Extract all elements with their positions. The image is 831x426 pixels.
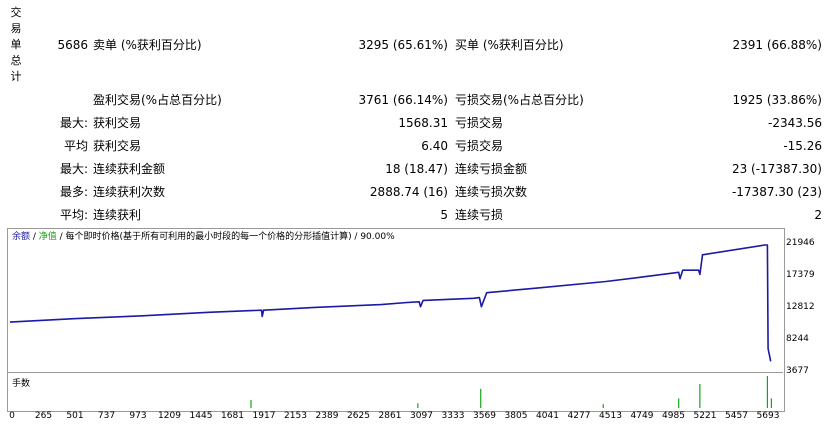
row-left-label: 连续获利 (93, 208, 142, 222)
x-tick-label: 3333 (441, 411, 465, 421)
y-tick-label: 12812 (786, 301, 815, 312)
x-tick-label: 0 (9, 411, 15, 421)
x-tick-label: 4277 (567, 411, 591, 421)
row-prefix: 最大: (59, 162, 88, 176)
x-tick-label: 1209 (158, 411, 181, 421)
title-char: 计 (10, 70, 22, 83)
total-trades-value: 5686 (57, 38, 88, 52)
loss-trades-label: 亏损交易(%占总百分比) (455, 93, 584, 107)
x-tick-label: 1917 (252, 411, 276, 421)
row-left-label: 连续获利金额 (93, 162, 166, 176)
x-tick-label: 5457 (725, 411, 748, 421)
x-tick-label: 2389 (315, 411, 339, 421)
loss-trades-value: 1925 (33.86%) (732, 93, 822, 107)
row-prefix: 最多: (59, 185, 88, 199)
legend-equity: 净值 (38, 232, 57, 242)
row-left-label: 获利交易 (93, 116, 142, 130)
title-char: 总 (10, 54, 22, 67)
row-prefix: 平均: (59, 208, 88, 222)
profit-trades-label: 盈利交易(%占总百分比) (93, 93, 222, 107)
x-tick-label: 1681 (221, 411, 244, 421)
buy-label: 买单 (%获利百分比) (455, 38, 564, 52)
x-tick-label: 2153 (284, 411, 307, 421)
buy-value: 2391 (66.88%) (732, 38, 822, 52)
row-right-label: 连续亏损次数 (455, 185, 528, 199)
row-right-label: 亏损交易 (455, 139, 504, 153)
x-tick-label: 2861 (378, 411, 402, 421)
row-left-value: 1568.31 (398, 116, 448, 130)
balance-chart-panel (7, 228, 785, 412)
x-tick-label: 265 (34, 411, 53, 421)
row-right-value: -15.26 (783, 139, 822, 153)
profit-trades-value: 3761 (66.14%) (358, 93, 448, 107)
x-tick-label: 973 (129, 411, 147, 421)
title-char: 易 (10, 22, 22, 35)
row-right-value: -2343.56 (768, 116, 822, 130)
x-tick-label: 3097 (410, 411, 433, 421)
x-tick-label: 4513 (599, 411, 622, 421)
summary-title: 交易单总计 (9, 5, 23, 85)
x-tick-label: 1445 (189, 411, 213, 421)
sell-value: 3295 (65.61%) (358, 38, 448, 52)
x-tick-label: 4041 (536, 411, 559, 421)
row-left-label: 连续获利次数 (93, 185, 166, 199)
sell-label: 卖单 (%获利百分比) (93, 38, 202, 52)
row-prefix: 平均 (63, 139, 88, 153)
row-right-value: 2 (814, 208, 822, 222)
row-left-value: 5 (440, 208, 448, 222)
volume-separator (7, 372, 783, 373)
x-tick-label: 3805 (504, 411, 528, 421)
volume-label: 手数 (12, 379, 31, 389)
row-right-label: 连续亏损金额 (455, 162, 528, 176)
row-left-value: 18 (18.47) (385, 162, 448, 176)
x-tick-label: 4985 (662, 411, 685, 421)
y-tick-label: 3677 (786, 366, 809, 376)
row-left-value: 2888.74 (16) (369, 185, 448, 199)
row-left-value: 6.40 (421, 139, 448, 153)
row-prefix: 最大: (59, 116, 88, 130)
x-tick-label: 2625 (347, 411, 370, 421)
chart-legend: 余额 / 净值 / 每个即时价格(基于所有可利用的最小时段的每一个价格的分形插值… (12, 231, 395, 243)
row-right-label: 连续亏损 (455, 208, 504, 222)
x-tick-label: 3569 (473, 411, 496, 421)
legend-description: / 每个即时价格(基于所有可利用的最小时段的每一个价格的分形插值计算) / 90… (56, 232, 395, 242)
x-tick-label: 5221 (693, 411, 717, 421)
x-tick-label: 737 (97, 411, 116, 421)
y-tick-label: 21946 (786, 238, 815, 248)
row-right-value: -17387.30 (23) (731, 185, 822, 199)
row-left-label: 获利交易 (93, 139, 142, 153)
x-tick-label: 501 (66, 411, 84, 421)
legend-balance: 余额 (12, 232, 31, 242)
row-right-value: 23 (-17387.30) (731, 162, 822, 176)
y-tick-label: 8244 (786, 334, 809, 344)
title-char: 单 (10, 38, 22, 51)
y-tick-label: 17379 (786, 269, 815, 280)
x-tick-label: 5693 (756, 411, 780, 421)
x-tick-label: 4749 (630, 411, 654, 421)
legend-separator: / (30, 232, 39, 242)
title-char: 交 (10, 6, 22, 19)
row-right-label: 亏损交易 (455, 116, 504, 130)
